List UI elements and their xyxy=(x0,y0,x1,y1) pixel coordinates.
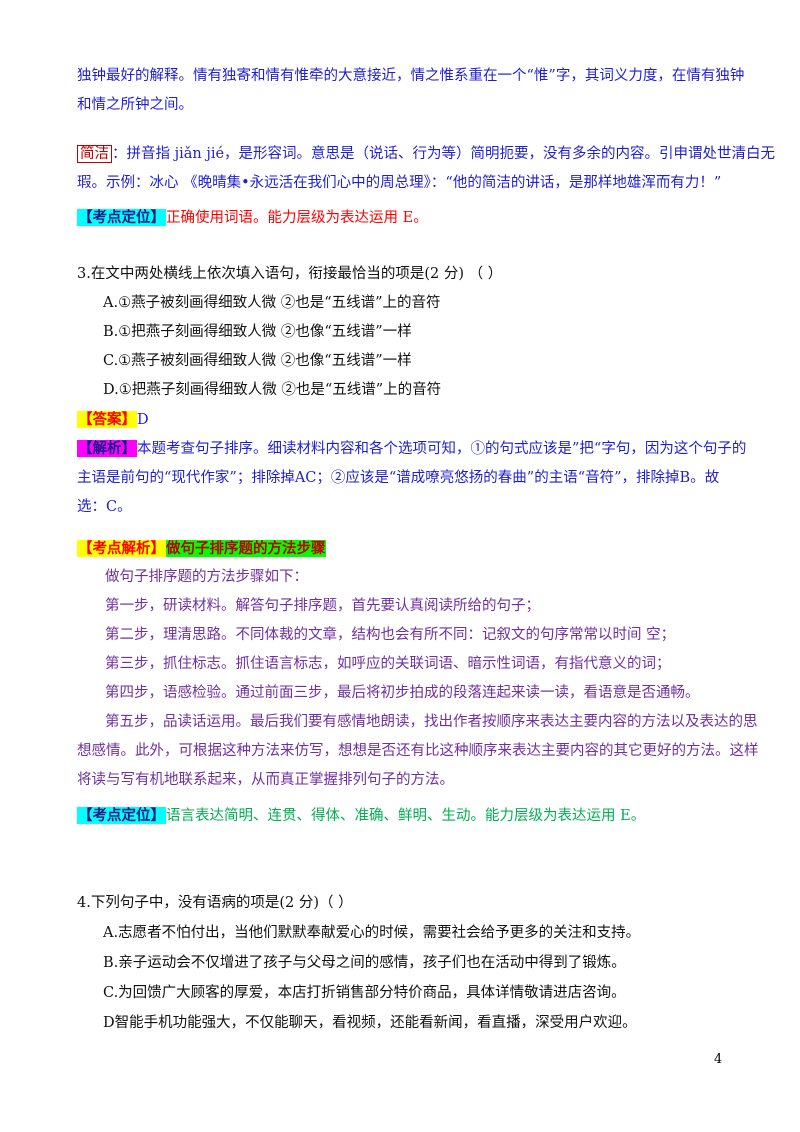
method-step-1: 第一步，研读材料。解答句子排序题，首先要认真阅读所给的句子； xyxy=(105,598,540,614)
text-line: 瑕。示例：冰心 《晚晴集•永远活在我们心中的周总理》：“他的简洁的讲话，是那样地… xyxy=(77,175,722,191)
method-steps: 做句子排序题的方法步骤如下： 第一步，研读材料。解答句子排序题，首先要认真阅读所… xyxy=(77,563,759,795)
exam-point-location-2: 【考点定位】语言表达简明、连贯、得体、准确、鲜明、生动。能力层级为表达运用 E。 xyxy=(77,801,737,831)
analysis-text: 本题考查句子排序。细读材料内容和各个选项可知，①的句式应该是”把“字句，因为这个… xyxy=(137,441,747,457)
analysis-tag: 【解析】 xyxy=(77,440,137,457)
paragraph-qing-you-du-zhong: 独钟最好的解释。情有独寄和情有惟牵的大意接近，情之惟系重在一个“惟”字，其词义力… xyxy=(77,62,745,120)
method-step-3: 第三步，抓住标志。抓住语言标志，如呼应的关联词语、暗示性词语，有指代意义的词； xyxy=(105,656,671,672)
exam-point-tag: 【考点定位】 xyxy=(77,807,166,824)
text-line: 【解析】本题考查句子排序。细读材料内容和各个选项可知，①的句式应该是”把“字句，… xyxy=(77,434,746,464)
text-line: 将读与写有机地联系起来，从而真正掌握排列句子的方法。 xyxy=(77,772,454,788)
question-3: 3.在文中两处横线上依次填入语句，衔接最恰当的项是(2 分) （ ） A.①燕子… xyxy=(77,260,737,405)
answer-tag: 【答案】 xyxy=(77,411,137,428)
option-a: A.志愿者不怕付出，当他们默默奉献爱心的时候，需要社会给予更多的关注和支持。 xyxy=(103,925,641,941)
method-heading: 【考点解析】做句子排序题的方法步骤 xyxy=(77,534,737,564)
option-c: C.①燕子被刻画得细致人微 ②也像“五线谱”一样 xyxy=(103,353,412,369)
text-line: 主语是前句的“现代作家”；排除掉AC；②应该是“谱成嘹亮悠扬的春曲”的主语“音符… xyxy=(77,470,720,486)
term-tag: 简洁 xyxy=(77,145,112,163)
method-step-2: 第二步，理清思路。不同体裁的文章，结构也会有所不同：记叙文的句序常常以时间 空； xyxy=(105,627,676,643)
method-title: 做句子排序题的方法步骤 xyxy=(166,540,326,557)
text-line: 想感情。此外，可根据这种方法来仿写，想想是否还有比这种顺序来表达主要内容的其它更… xyxy=(77,743,759,759)
page-number: 4 xyxy=(714,1052,723,1067)
analysis-block: 【解析】本题考查句子排序。细读材料内容和各个选项可知，①的句式应该是”把“字句，… xyxy=(77,434,746,522)
text-line: 选：C。 xyxy=(77,499,132,515)
exam-point-text: 语言表达简明、连贯、得体、准确、鲜明、生动。能力层级为表达运用 E。 xyxy=(166,808,646,824)
question-4: 4.下列句子中，没有语病的项是(2 分)（ ） A.志愿者不怕付出，当他们默默奉… xyxy=(77,888,737,1038)
text-line: 简洁 ：拼音指 jiǎn jié，是形容词。意思是（说话、行为等）简明扼要，没有多… xyxy=(77,140,775,169)
question-stem: 3.在文中两处横线上依次填入语句，衔接最恰当的项是(2 分) （ ） xyxy=(77,266,503,282)
option-c: C.为回馈广大顾客的厚爱，本店打折销售部分特价商品，具体详情敬请进店咨询。 xyxy=(103,985,626,1001)
method-step-5: 第五步，品读话运用。最后我们要有感情地朗读，找出作者按顺序来表达主要内容的方法以… xyxy=(105,714,758,730)
method-tag: 【考点解析】 xyxy=(77,540,166,557)
paragraph-jian-jie: 简洁 ：拼音指 jiǎn jié，是形容词。意思是（说话、行为等）简明扼要，没有多… xyxy=(77,140,775,198)
option-d: D.①把燕子刻画得细致人微 ②也是“五线谱”上的音符 xyxy=(103,382,442,398)
answer-line: 【答案】D xyxy=(77,405,737,435)
answer-value: D xyxy=(137,412,149,428)
method-intro: 做句子排序题的方法步骤如下： xyxy=(105,569,308,585)
method-step-4: 第四步，语感检验。通过前面三步，最后将初步拍成的段落连起来读一读，看语意是否通畅… xyxy=(105,685,700,701)
question-stem: 4.下列句子中，没有语病的项是(2 分)（ ） xyxy=(77,895,353,911)
option-d: D智能手机功能强大，不仅能聊天，看视频，还能看新闻，看直播，深受用户欢迎。 xyxy=(103,1015,637,1031)
option-b: B.亲子运动会不仅增进了孩子与父母之间的感情，孩子们也在活动中得到了锻炼。 xyxy=(103,955,626,971)
text-line: 和情之所钟之间。 xyxy=(77,97,193,113)
option-b: B.①把燕子刻画得细致人微 ②也像“五线谱”一样 xyxy=(103,324,412,340)
exam-point-tag: 【考点定位】 xyxy=(77,209,166,226)
definition-text: ：拼音指 jiǎn jié，是形容词。意思是（说话、行为等）简明扼要，没有多余的… xyxy=(112,146,776,162)
option-a: A.①燕子被刻画得细致人微 ②也是“五线谱”上的音符 xyxy=(103,295,441,311)
exam-point-location-1: 【考点定位】正确使用词语。能力层级为表达运用 E。 xyxy=(77,203,737,233)
exam-point-text: 正确使用词语。能力层级为表达运用 E。 xyxy=(166,210,428,226)
text-line: 独钟最好的解释。情有独寄和情有惟牵的大意接近，情之惟系重在一个“惟”字，其词义力… xyxy=(77,68,745,84)
